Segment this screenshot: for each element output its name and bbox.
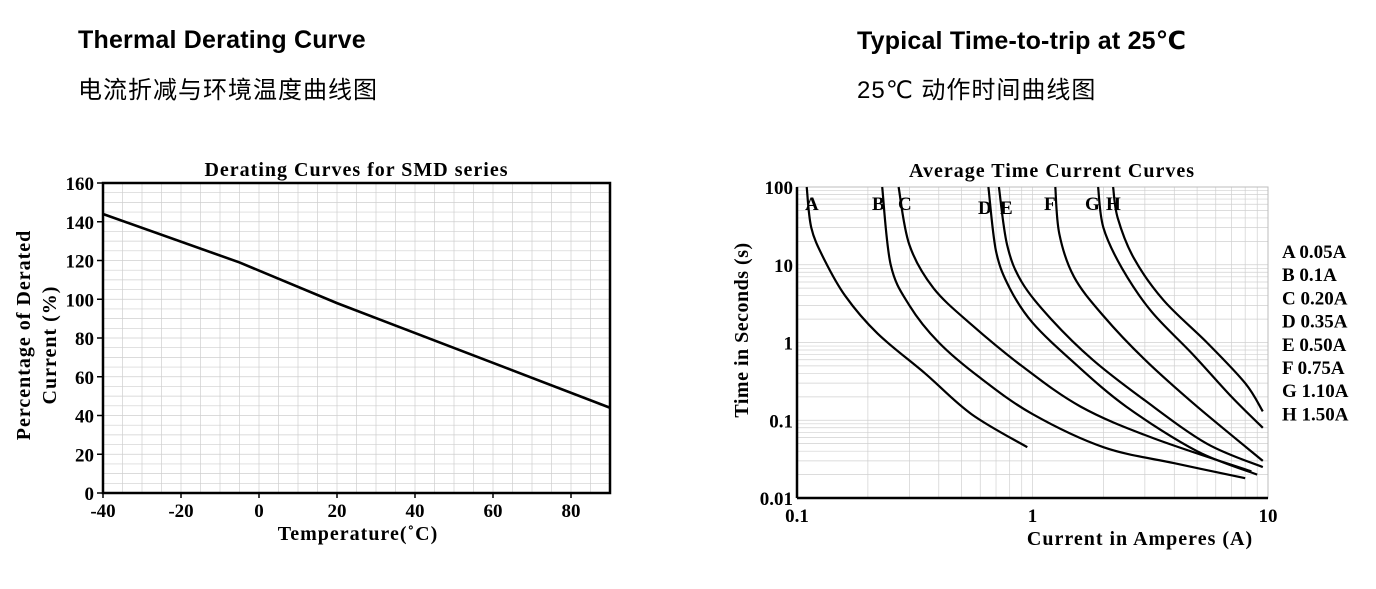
tc-series-h xyxy=(1112,186,1264,412)
y-tick-label: 40 xyxy=(75,407,94,428)
x-tick-label: 80 xyxy=(562,501,581,522)
x-tick-label: -20 xyxy=(168,501,193,522)
tc-legend-item: A 0.05A xyxy=(1282,242,1347,263)
tc-x-label: Current in Amperes (A) xyxy=(1027,528,1253,550)
derating-series-line xyxy=(102,212,611,409)
x-tick-label: -40 xyxy=(90,501,115,522)
tc-curve-label-h: H xyxy=(1106,194,1121,215)
tc-legend-item: H 1.50A xyxy=(1282,404,1349,425)
tc-legend-item: E 0.50A xyxy=(1282,335,1347,356)
x-tick-label: 40 xyxy=(406,501,425,522)
tc-y-tick-label: 1 xyxy=(784,334,794,355)
y-tick-label: 60 xyxy=(75,368,94,389)
tc-curve-label-f: F xyxy=(1044,194,1056,215)
y-tick-label: 140 xyxy=(66,213,95,234)
tc-curve-label-c: C xyxy=(898,194,912,215)
right-section-title: Typical Time-to-trip at 25℃ xyxy=(857,27,1187,55)
y-tick-label: 100 xyxy=(66,290,95,311)
tc-curve-label-a: A xyxy=(805,194,819,215)
derating-grid xyxy=(102,182,611,494)
y-tick-label: 0 xyxy=(85,484,95,505)
y-tick-label: 20 xyxy=(75,445,94,466)
tc-y-label: Time in Seconds (s) xyxy=(731,242,753,417)
tc-x-tick-label: 10 xyxy=(1259,506,1278,527)
tc-x-tick-label: 1 xyxy=(1028,506,1038,527)
tc-curve-label-e: E xyxy=(1000,198,1013,219)
tc-legend-item: C 0.20A xyxy=(1282,288,1348,309)
derating-x-label: Temperature(˚C) xyxy=(278,523,439,545)
tc-y-tick-label: 0.1 xyxy=(769,411,793,432)
y-tick-label: 80 xyxy=(75,329,94,350)
tc-y-tick-label: 10 xyxy=(774,256,793,277)
tc-y-tick-label: 100 xyxy=(765,178,794,199)
tc-curve-label-d: D xyxy=(978,198,992,219)
tc-series-a xyxy=(805,186,1028,449)
tc-series-d xyxy=(987,186,1258,476)
derating-chart xyxy=(97,181,612,498)
time-current-chart xyxy=(795,186,1269,500)
tc-series-g xyxy=(1097,186,1264,429)
tc-x-tick-label: 0.1 xyxy=(785,506,809,527)
x-tick-label: 0 xyxy=(254,501,264,522)
tc-series-f xyxy=(1054,186,1264,462)
y-tick-label: 120 xyxy=(66,252,95,273)
tc-title: Average Time Current Curves xyxy=(909,160,1195,182)
tc-legend-item: G 1.10A xyxy=(1282,381,1349,402)
derating-y-label-line1: Percentage of Derated xyxy=(13,230,35,441)
derating-y-label-line2: Current (%) xyxy=(39,286,61,405)
tc-legend-item: F 0.75A xyxy=(1282,358,1345,379)
tc-series-c xyxy=(897,186,1252,473)
tc-legend-item: B 0.1A xyxy=(1282,265,1337,286)
x-tick-label: 60 xyxy=(484,501,503,522)
tc-grid xyxy=(796,187,1268,499)
left-section-subtitle: 电流折减与环境温度曲线图 xyxy=(78,77,378,104)
tc-series-e xyxy=(997,186,1264,469)
x-tick-label: 20 xyxy=(328,501,347,522)
left-section-title: Thermal Derating Curve xyxy=(78,26,366,54)
derating-title: Derating Curves for SMD series xyxy=(204,159,508,181)
tc-legend-item: D 0.35A xyxy=(1282,312,1348,333)
tc-curve-label-g: G xyxy=(1085,194,1100,215)
right-section-subtitle: 25℃ 动作时间曲线图 xyxy=(857,77,1097,104)
tc-series-b xyxy=(881,186,1246,480)
tc-curve-label-b: B xyxy=(872,194,885,215)
y-tick-label: 160 xyxy=(66,174,95,195)
tc-y-tick-label: 0.01 xyxy=(760,489,793,510)
